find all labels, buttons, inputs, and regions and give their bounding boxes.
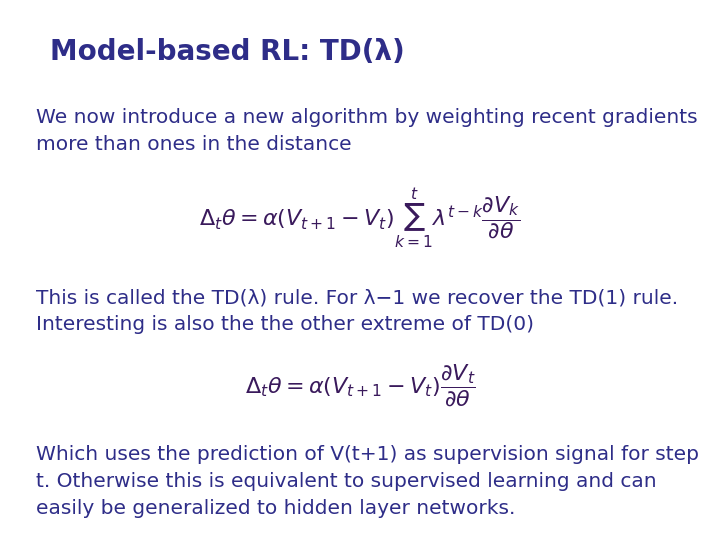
Text: We now introduce a new algorithm by weighting recent gradients
more than ones in: We now introduce a new algorithm by weig… bbox=[36, 108, 698, 153]
Text: Model-based RL: TD(λ): Model-based RL: TD(λ) bbox=[50, 38, 405, 66]
Text: $\Delta_t\theta = \alpha(V_{t+1} - V_t)\dfrac{\partial V_t}{\partial\theta}$: $\Delta_t\theta = \alpha(V_{t+1} - V_t)\… bbox=[245, 363, 475, 409]
Text: Which uses the prediction of V(t+1) as supervision signal for step
t. Otherwise : Which uses the prediction of V(t+1) as s… bbox=[36, 446, 699, 517]
Text: This is called the TD(λ) rule. For λ−1 we recover the TD(1) rule.
Interesting is: This is called the TD(λ) rule. For λ−1 w… bbox=[36, 289, 678, 334]
Text: $\Delta_t\theta = \alpha(V_{t+1} - V_t)\sum_{k=1}^{t} \lambda^{t-k}\dfrac{\parti: $\Delta_t\theta = \alpha(V_{t+1} - V_t)\… bbox=[199, 187, 521, 251]
